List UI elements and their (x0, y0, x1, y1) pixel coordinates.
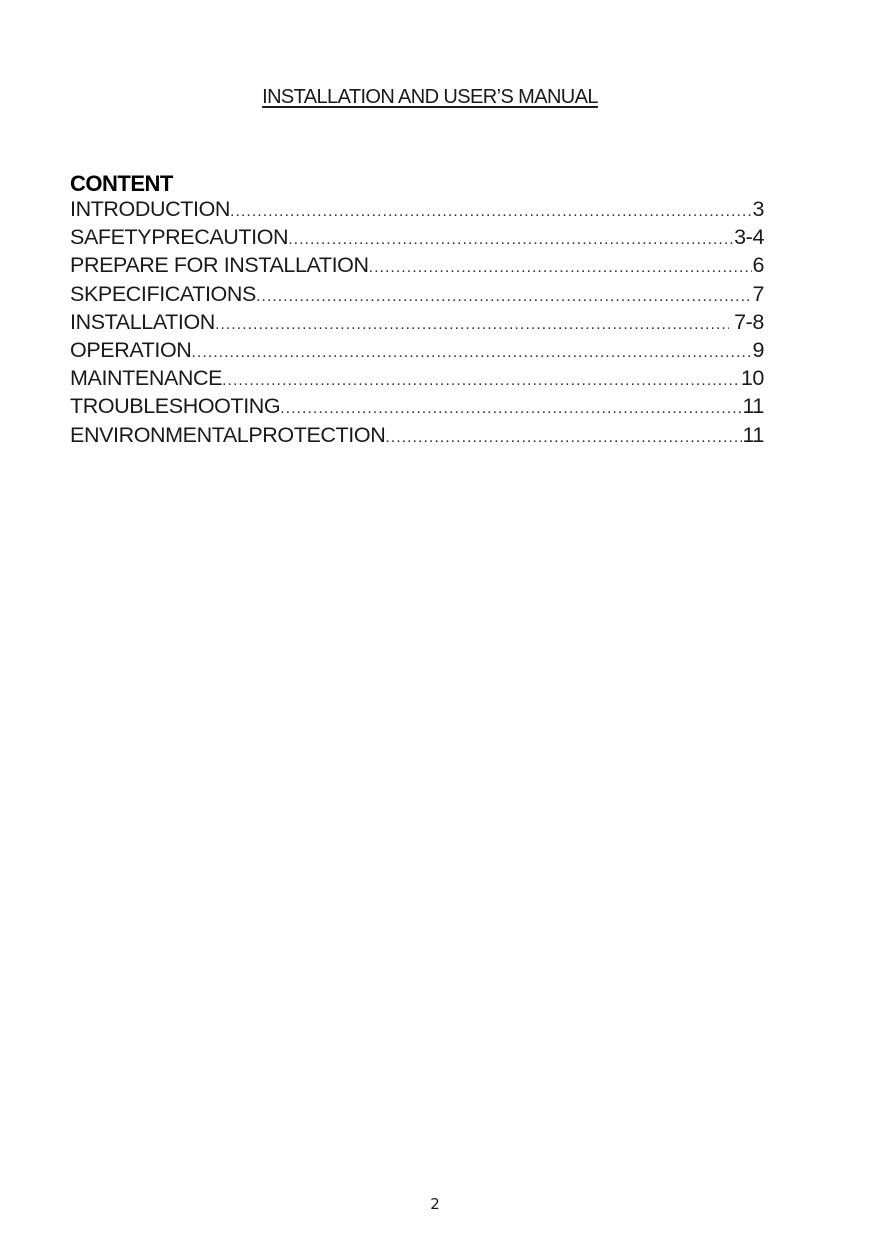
toc-label: INTRODUCTION (70, 197, 231, 221)
toc-entry: INSTALLATION 7-8 (70, 310, 764, 338)
toc-label: ENVIRONMENTALPROTECTION (70, 422, 386, 447)
toc-entry: INTRODUCTION 3 (70, 197, 764, 225)
toc-entry: ENVIRONMENTALPROTECTION 11 (70, 423, 764, 451)
toc-page: 6 (752, 253, 764, 278)
toc-entry: OPERATION 9 (70, 338, 764, 366)
toc-label: MAINTENANCE (70, 366, 223, 391)
document-title: INSTALLATION AND USER’S MANUAL (0, 86, 860, 109)
dot-leader (256, 288, 753, 306)
table-of-contents: INTRODUCTION 3 SAFETYPRECAUTION 3-4 PREPAR… (70, 197, 764, 451)
dot-leader (288, 231, 734, 249)
page-number: 2 (430, 1195, 440, 1213)
dot-leader (230, 203, 752, 221)
toc-label: TROUBLESHOOTING (70, 394, 281, 419)
toc-page: 7 (752, 281, 764, 306)
toc-page: 11 (742, 422, 764, 447)
toc-page: 3-4 (734, 225, 764, 250)
toc-page: 11 (742, 394, 764, 419)
toc-label: INSTALLATION (70, 309, 215, 334)
toc-entry: TROUBLESHOOTING 11 (70, 394, 764, 422)
toc-page: 9 (752, 337, 764, 362)
toc-page: 7-8 (728, 309, 764, 334)
dot-leader (280, 400, 742, 418)
content-heading: CONTENT (70, 171, 173, 196)
dot-leader (215, 316, 729, 334)
toc-page: 3 (752, 197, 764, 221)
toc-label: SAFETYPRECAUTION (70, 225, 289, 250)
dot-leader (369, 259, 753, 277)
toc-label: OPERATION (70, 337, 192, 362)
dot-leader (222, 372, 741, 390)
toc-entry: SKPECIFICATIONS 7 (70, 282, 764, 310)
toc-label: SKPECIFICATIONS (70, 281, 256, 306)
toc-label: PREPARE FOR INSTALLATION (70, 253, 369, 278)
toc-entry: PREPARE FOR INSTALLATION 6 (70, 253, 764, 281)
toc-entry: SAFETYPRECAUTION 3-4 (70, 225, 764, 253)
document-title-text: INSTALLATION AND USER’S MANUAL (262, 86, 598, 108)
dot-leader (191, 344, 752, 362)
toc-page: 10 (740, 366, 764, 391)
dot-leader (385, 429, 742, 447)
toc-entry: MAINTENANCE 10 (70, 366, 764, 394)
